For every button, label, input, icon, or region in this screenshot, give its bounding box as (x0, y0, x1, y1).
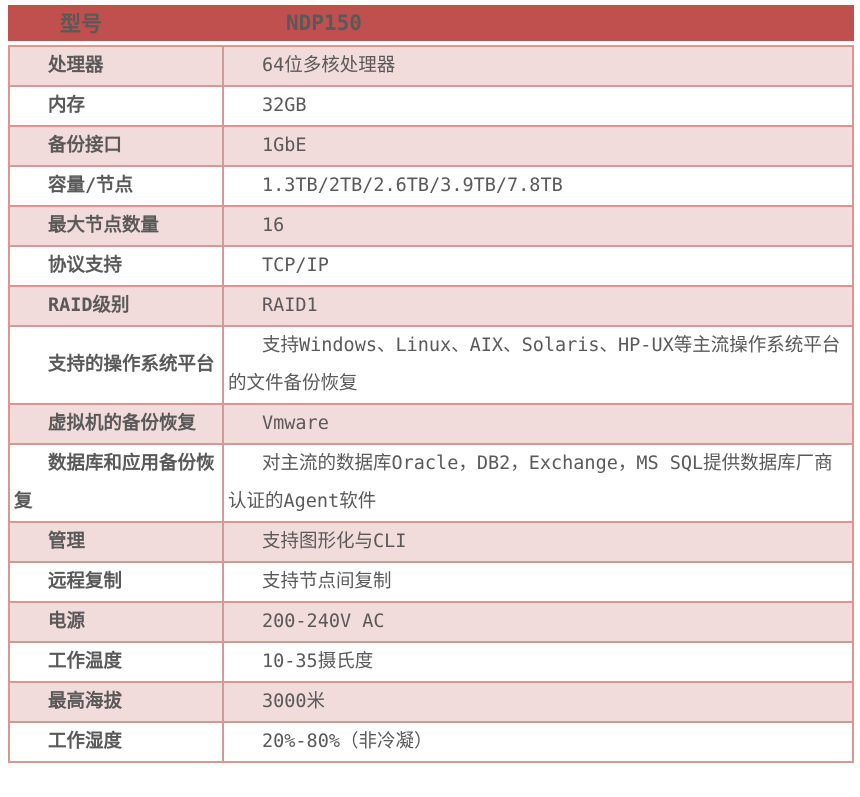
spec-label: 最高海拔 (8, 681, 224, 723)
spec-value: 200-240V AC (222, 601, 854, 643)
spec-label: 管理 (8, 521, 224, 563)
spec-label: 备份接口 (8, 125, 224, 167)
spec-row: 最大节点数量 16 (8, 205, 854, 247)
spec-value: 1.3TB/2TB/2.6TB/3.9TB/7.8TB (222, 165, 854, 207)
spec-value: 64位多核处理器 (222, 45, 854, 87)
spec-value: 对主流的数据库Oracle，DB2，Exchange，MS SQL提供数据库厂商… (222, 443, 854, 523)
spec-row: 电源 200-240V AC (8, 601, 854, 643)
spec-value: 1GbE (222, 125, 854, 167)
spec-row: 数据库和应用备份恢复 对主流的数据库Oracle，DB2，Exchange，MS… (8, 443, 854, 523)
spec-value: 10-35摄氏度 (222, 641, 854, 683)
spec-label: 电源 (8, 601, 224, 643)
spec-row: 处理器 64位多核处理器 (8, 45, 854, 87)
spec-value: RAID1 (222, 285, 854, 327)
spec-row: RAID级别 RAID1 (8, 285, 854, 327)
spec-label: 容量/节点 (8, 165, 224, 207)
spec-value: TCP/IP (222, 245, 854, 287)
spec-row: 远程复制 支持节点间复制 (8, 561, 854, 603)
spec-table-body: 处理器 64位多核处理器 内存 32GB 备份接口 1GbE 容量/节点 1.3… (8, 45, 854, 763)
spec-row: 备份接口 1GbE (8, 125, 854, 167)
spec-value: 20%-80%（非冷凝） (222, 721, 854, 763)
spec-value: Vmware (222, 403, 854, 445)
spec-label: 数据库和应用备份恢复 (8, 443, 224, 523)
spec-row: 工作温度 10-35摄氏度 (8, 641, 854, 683)
product-spec-sheet: 型号 NDP150 处理器 64位多核处理器 内存 32GB 备份接口 1GbE… (8, 5, 854, 763)
spec-label: RAID级别 (8, 285, 224, 327)
spec-label: 协议支持 (8, 245, 224, 287)
spec-label: 工作温度 (8, 641, 224, 683)
spec-value: 3000米 (222, 681, 854, 723)
spec-value: 支持节点间复制 (222, 561, 854, 603)
spec-label: 处理器 (8, 45, 224, 87)
spec-value: 支持Windows、Linux、AIX、Solaris、HP-UX等主流操作系统… (222, 325, 854, 405)
model-header-value: NDP150 (286, 11, 362, 35)
spec-row: 内存 32GB (8, 85, 854, 127)
spec-label: 工作湿度 (8, 721, 224, 763)
spec-row: 最高海拔 3000米 (8, 681, 854, 723)
table-header-row: 型号 NDP150 (8, 5, 854, 41)
spec-value: 支持图形化与CLI (222, 521, 854, 563)
spec-label: 虚拟机的备份恢复 (8, 403, 224, 445)
spec-table: 处理器 64位多核处理器 内存 32GB 备份接口 1GbE 容量/节点 1.3… (8, 45, 854, 763)
spec-label: 支持的操作系统平台 (8, 325, 224, 405)
spec-row: 虚拟机的备份恢复 Vmware (8, 403, 854, 445)
spec-row: 管理 支持图形化与CLI (8, 521, 854, 563)
model-header-label: 型号 (60, 12, 102, 36)
spec-label: 远程复制 (8, 561, 224, 603)
spec-label: 最大节点数量 (8, 205, 224, 247)
spec-label: 内存 (8, 85, 224, 127)
spec-row: 协议支持 TCP/IP (8, 245, 854, 287)
spec-row: 容量/节点 1.3TB/2TB/2.6TB/3.9TB/7.8TB (8, 165, 854, 207)
spec-value: 32GB (222, 85, 854, 127)
spec-row: 工作湿度 20%-80%（非冷凝） (8, 721, 854, 763)
spec-row: 支持的操作系统平台 支持Windows、Linux、AIX、Solaris、HP… (8, 325, 854, 405)
spec-value: 16 (222, 205, 854, 247)
